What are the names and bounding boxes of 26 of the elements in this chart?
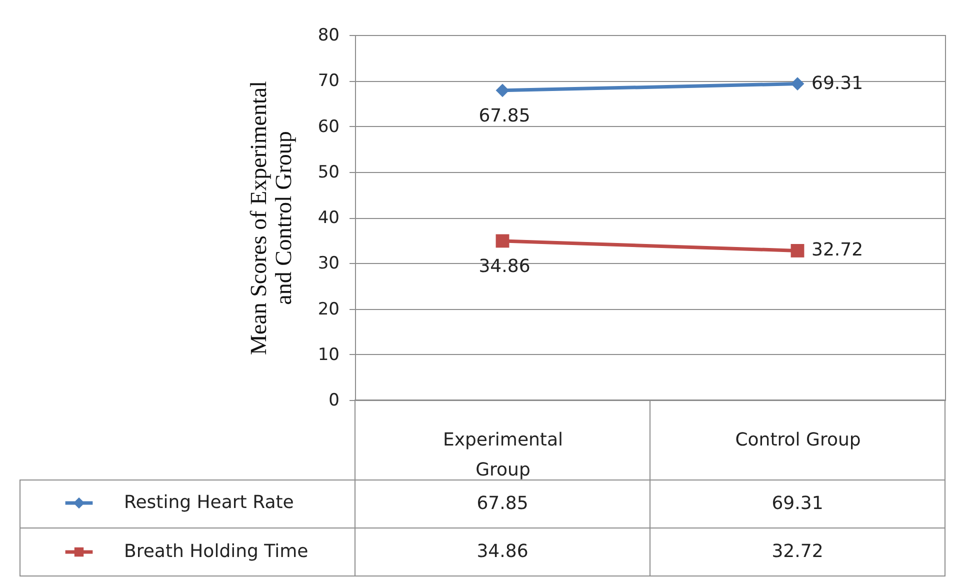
y-axis-title: Mean Scores of Experimental and Control Group xyxy=(246,81,296,355)
point xyxy=(496,84,510,98)
point xyxy=(790,77,804,90)
y-tick-label: 10 xyxy=(318,344,340,365)
data-label: 32.72 xyxy=(772,541,824,562)
annotation: 32.72 xyxy=(812,240,864,261)
point xyxy=(496,234,510,248)
x-tick-label: Experimental Group xyxy=(442,430,564,480)
annotation: 69.31 xyxy=(812,72,864,94)
legend-label: Breath Holding Time xyxy=(124,541,308,562)
y-tick-label: 40 xyxy=(318,208,340,228)
y-tick-label: 20 xyxy=(318,299,340,320)
data-label: 69.31 xyxy=(772,493,824,514)
y-tick-label: 60 xyxy=(318,116,340,137)
annotation: 34.86 xyxy=(478,256,530,277)
y-tick-label: 80 xyxy=(318,26,340,46)
y-tick-label: 50 xyxy=(318,162,340,182)
data-label: 67.85 xyxy=(476,493,528,514)
y-tick-label: 70 xyxy=(318,71,340,92)
x-tick-label: Control Group xyxy=(735,430,861,450)
data-label: 34.86 xyxy=(476,541,528,562)
annotation: 67.85 xyxy=(478,105,530,126)
legend-label: Resting Heart Rate xyxy=(124,492,294,513)
point xyxy=(790,244,804,258)
y-tick-label: 30 xyxy=(318,254,340,274)
y-tick-label: 0 xyxy=(328,390,340,410)
